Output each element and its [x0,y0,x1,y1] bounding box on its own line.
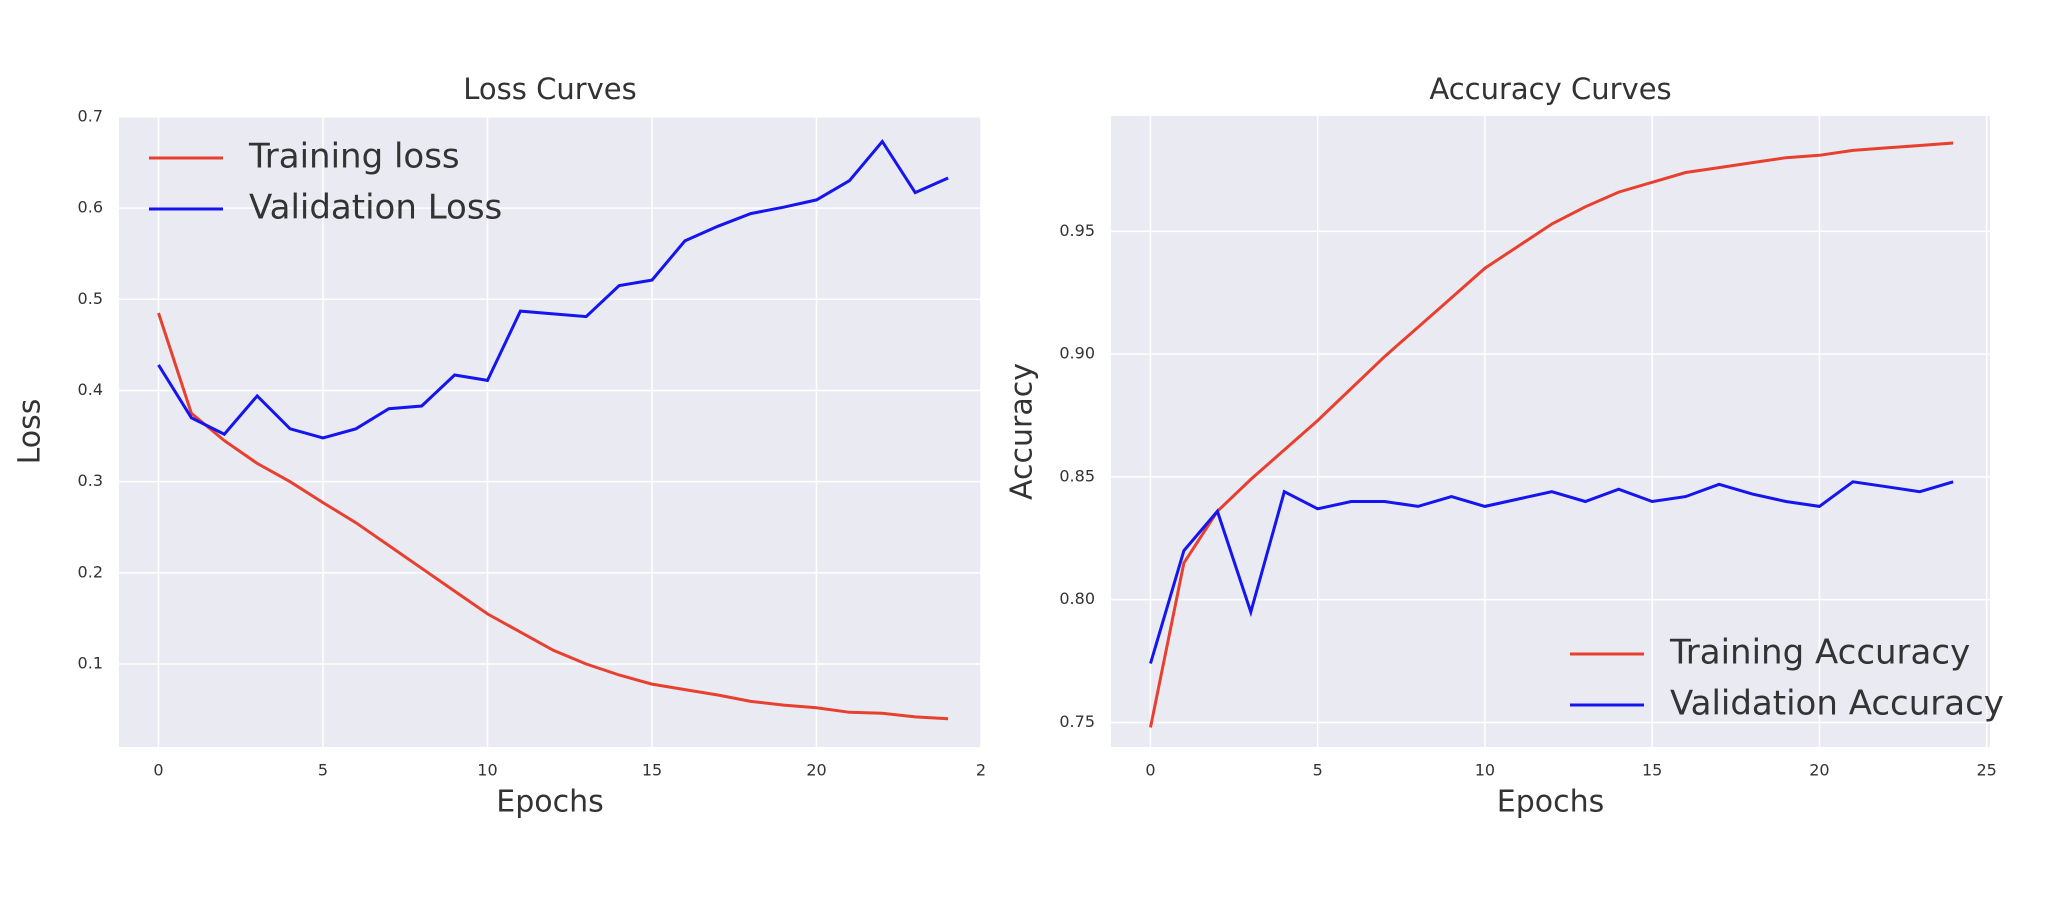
y-tick-label: 0.90 [1059,344,1095,363]
x-tick-label: 15 [1642,761,1662,780]
x-tick-label: 5 [1313,761,1323,780]
y-axis-label: Loss [13,399,48,465]
plot-area [1111,116,1990,747]
chart-title: Loss Curves [463,72,637,106]
plot-area [119,116,981,747]
x-tick-label: 25 [1976,761,1996,780]
legend-label: Training Accuracy [1669,633,1970,673]
series-line [157,312,949,721]
x-axis-label: Epochs [496,785,604,820]
legend-label: Validation Accuracy [1670,684,2004,724]
legend-label: Validation Loss [249,188,502,228]
x-tick-label: 0 [153,761,163,780]
y-tick-label: 0.4 [78,380,103,399]
y-tick-label: 0.80 [1059,589,1095,608]
x-axis-label: Epochs [1497,785,1605,820]
x-tick-label: 10 [477,761,497,780]
series-line [157,138,949,440]
x-tick-label: 10 [1475,761,1495,780]
y-tick-label: 0.85 [1059,466,1095,485]
legend-label: Training loss [248,137,460,177]
x-tick-label: 15 [642,761,662,780]
x-tick-label: 20 [1809,761,1829,780]
y-tick-label: 0.7 [78,106,103,125]
series-line [1149,141,1954,728]
y-tick-label: 0.6 [78,198,103,217]
y-tick-label: 0.75 [1059,712,1095,731]
y-tick-label: 0.3 [78,471,103,490]
x-tick-label: 0 [1145,761,1155,780]
y-tick-label: 0.95 [1059,221,1095,240]
chart-title: Accuracy Curves [1429,72,1671,106]
x-tick-label: 5 [318,761,328,780]
y-axis-label: Accuracy [1005,363,1040,500]
series-line [1149,480,1954,664]
y-tick-label: 0.5 [78,289,103,308]
y-tick-label: 0.1 [78,654,103,673]
y-tick-label: 0.2 [78,562,103,581]
x-tick-label: 20 [806,761,826,780]
x-tick-label: 2 [976,761,986,780]
